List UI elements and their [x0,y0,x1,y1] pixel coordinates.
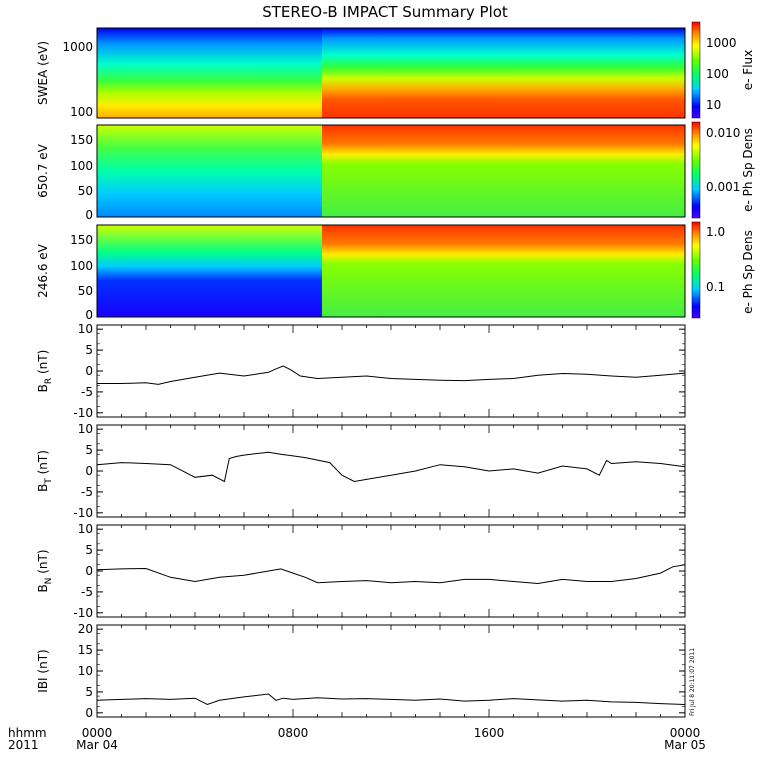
magnetic-field-panels: 10 5 0 -5 -10 BR (nT) 10 5 0 -5 -10 BT (nT) 10 5 0 -5 -1… [36,322,686,720]
bn-panel: 10 5 0 -5 -10 BN (nT) [36,522,686,620]
swea-heatmap-right [322,28,685,118]
bt-y-axis-label: BT (nT) [36,450,54,492]
bt-series-line [96,451,686,483]
pad246-y-tick-label: 0 [85,308,93,322]
pad650-colorbar-tick-label: 0.010 [706,126,740,140]
pad650-colorbar-tick-label: 0.001 [706,180,740,194]
bmag-panel: 20 15 10 5 0 IBI (nT) [36,622,686,720]
plot-title: STEREO-B IMPACT Summary Plot [262,3,508,21]
pad650-y-tick-label: 0 [85,208,93,222]
br-y-tick-label: 5 [85,343,93,357]
br-axis-frame [96,324,686,418]
bmag-y-tick-label: 10 [78,664,93,678]
time-axis: hhmm 2011 0000 0800 1600 0000 Mar 04 Mar… [8,648,706,752]
pad650-panel: 150 100 50 0 650.7 eV 0.010 0.001 e- Ph … [36,121,755,222]
pad650-y-tick-label: 50 [78,184,93,198]
pad650-y-tick-label: 100 [70,159,93,173]
swea-y-tick-label: 1000 [62,40,93,54]
pad246-heatmap-right [322,225,685,317]
pad246-heatmap-left [97,225,322,317]
pad246-y-tick-label: 50 [78,284,93,298]
pad246-colorbar [691,221,701,319]
time-axis-year-label: 2011 [8,738,39,752]
bn-y-tick-label: 0 [85,564,93,578]
time-axis-unit-label: hhmm [8,726,47,740]
bmag-y-tick-label: 15 [78,643,93,657]
pad650-heatmap-right [322,125,685,217]
bt-y-tick-label: -5 [81,485,93,499]
swea-colorbar-tick-label: 10 [706,98,721,112]
swea-y-axis-label: SWEA (eV) [36,41,50,105]
bn-y-tick-label: -10 [73,606,93,620]
pad246-colorbar-label: e- Ph Sp Dens [741,230,755,314]
bmag-axis-frame [96,624,686,718]
x-tick-label: 0000 [670,726,701,740]
pad650-y-tick-label: 150 [70,133,93,147]
bn-axis-frame [96,524,686,618]
br-panel: 10 5 0 -5 -10 BR (nT) [36,322,686,420]
swea-axis-frame [96,27,686,119]
br-y-tick-label: -10 [73,406,93,420]
bmag-y-tick-label: 0 [85,706,93,720]
bn-y-tick-label: 5 [85,543,93,557]
bt-y-tick-label: -10 [73,506,93,520]
br-y-tick-label: 0 [85,364,93,378]
swea-colorbar-tick-label: 100 [706,67,729,81]
x-tick-label: 0000 [82,726,113,740]
x-date-label: Mar 04 [76,738,118,752]
bmag-series-line [96,693,686,706]
swea-colorbar [691,21,701,119]
pad650-y-axis-label: 650.7 eV [36,143,50,198]
br-y-tick-label: 10 [78,322,93,336]
swea-y-tick-label: 100 [70,105,93,119]
pad246-axis-frame [96,224,686,318]
x-date-label: Mar 05 [664,738,706,752]
pad246-panel: 150 100 50 0 246.6 eV 1.0 0.1 e- Ph Sp D… [36,221,755,322]
bmag-y-axis-label: IBI (nT) [36,649,50,692]
br-y-tick-label: -5 [81,385,93,399]
x-tick-label: 0800 [278,726,309,740]
bmag-y-tick-label: 20 [78,622,93,636]
x-tick-label: 1600 [474,726,505,740]
swea-y-tick-labels: 1000 100 [62,40,93,119]
pad246-y-tick-labels: 150 100 50 0 [70,233,93,322]
bt-axis-frame [96,424,686,518]
bt-panel: 10 5 0 -5 -10 BT (nT) [36,422,686,520]
bmag-y-tick-label: 5 [85,685,93,699]
br-y-axis-label: BR (nT) [36,350,54,393]
swea-colorbar-label: e- Flux [741,50,755,90]
pad650-colorbar-label: e- Ph Sp Dens [741,128,755,212]
pad246-y-tick-label: 150 [70,233,93,247]
pad246-colorbar-tick-label: 1.0 [706,225,725,239]
pad650-axis-frame [96,124,686,218]
bn-series-line [96,564,686,585]
bt-y-tick-label: 5 [85,443,93,457]
plot-timestamp: Fri Jul 8 20:11:07 2011 [689,648,696,716]
swea-colorbar-tick-label: 1000 [706,36,737,50]
pad246-y-tick-label: 100 [70,259,93,273]
bn-y-tick-label: -5 [81,585,93,599]
bn-y-tick-label: 10 [78,522,93,536]
pad246-colorbar-tick-label: 0.1 [706,280,725,294]
pad246-y-axis-label: 246.6 eV [36,243,50,298]
swea-heatmap-left [97,28,322,118]
pad650-colorbar [691,121,701,219]
pad650-heatmap-left [97,125,322,217]
pad650-y-tick-labels: 150 100 50 0 [70,133,93,222]
bt-y-tick-label: 10 [78,422,93,436]
br-series-line [97,365,686,385]
swea-panel: 1000 100 SWEA (eV) 1000 100 10 e- Flux [36,21,755,119]
bn-y-axis-label: BN (nT) [36,549,54,592]
bt-y-tick-label: 0 [85,464,93,478]
